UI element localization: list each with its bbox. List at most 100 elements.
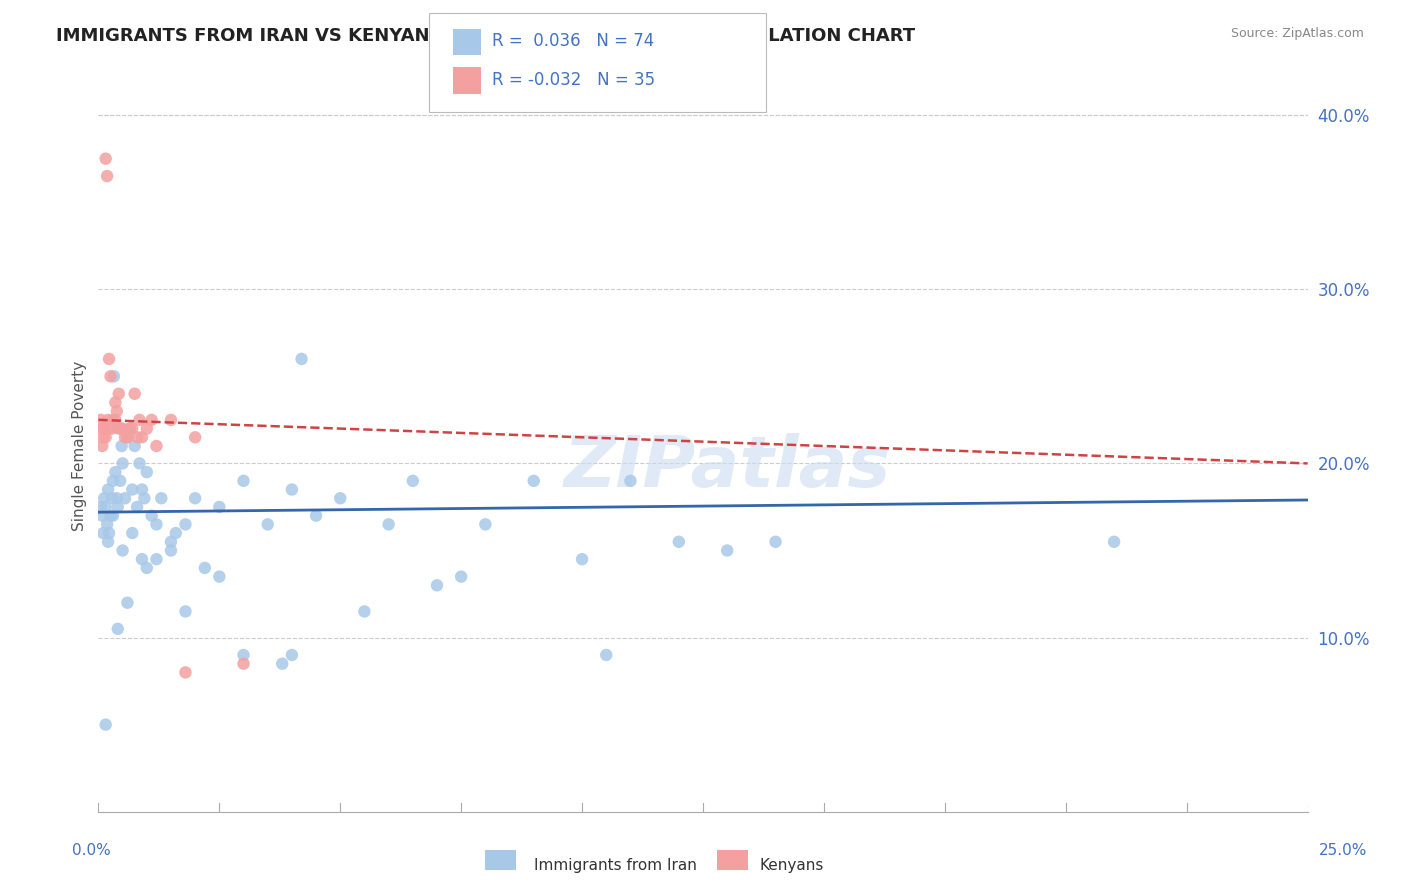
Point: [208, 569, 231, 583]
Point: [595, 648, 617, 662]
Point: [174, 665, 197, 680]
Point: [160, 543, 183, 558]
Text: IMMIGRANTS FROM IRAN VS KENYAN SINGLE FEMALE POVERTY CORRELATION CHART: IMMIGRANTS FROM IRAN VS KENYAN SINGLE FE…: [56, 27, 915, 45]
Point: [716, 543, 738, 558]
Point: [91, 526, 114, 541]
Point: [232, 657, 254, 671]
Point: [111, 457, 134, 471]
Point: [96, 517, 118, 532]
Point: [107, 386, 129, 401]
Text: 25.0%: 25.0%: [1319, 843, 1367, 858]
Point: [117, 596, 139, 610]
Point: [111, 543, 134, 558]
Point: [145, 439, 167, 453]
Point: [127, 430, 149, 444]
Point: [232, 474, 254, 488]
Point: [93, 491, 115, 506]
Point: [108, 474, 131, 488]
Point: [232, 648, 254, 662]
Point: [141, 413, 163, 427]
Point: [174, 517, 197, 532]
Point: [97, 413, 120, 427]
Point: [107, 421, 129, 435]
Point: [104, 395, 127, 409]
Point: [121, 526, 143, 541]
Point: [174, 604, 197, 618]
Point: [160, 534, 183, 549]
Point: [98, 526, 121, 541]
Point: [93, 421, 115, 435]
Point: [101, 474, 124, 488]
Point: [281, 648, 304, 662]
Point: [402, 474, 425, 488]
Point: [135, 421, 157, 435]
Point: [426, 578, 449, 592]
Point: [765, 534, 787, 549]
Point: [150, 491, 173, 506]
Point: [1102, 534, 1125, 549]
Point: [571, 552, 593, 566]
Point: [329, 491, 352, 506]
Point: [184, 430, 207, 444]
Point: [94, 500, 117, 514]
Point: [377, 517, 399, 532]
Point: [135, 561, 157, 575]
Point: [141, 508, 163, 523]
Point: [121, 483, 143, 497]
Point: [450, 569, 472, 583]
Point: [145, 517, 167, 532]
Point: [160, 413, 183, 427]
Point: [128, 457, 150, 471]
Point: [111, 439, 134, 453]
Point: [100, 369, 122, 384]
Point: [131, 483, 153, 497]
Point: [305, 508, 328, 523]
Point: [184, 491, 207, 506]
Text: ZIPatlas: ZIPatlas: [564, 434, 891, 502]
Point: [165, 526, 187, 541]
Point: [128, 413, 150, 427]
Point: [114, 491, 136, 506]
Point: [145, 552, 167, 566]
Point: [281, 483, 304, 497]
Point: [107, 500, 129, 514]
Text: 0.0%: 0.0%: [72, 843, 111, 858]
Point: [118, 421, 141, 435]
Point: [98, 421, 121, 435]
Point: [94, 152, 117, 166]
Point: [101, 491, 124, 506]
Text: Kenyans: Kenyans: [759, 858, 824, 872]
Point: [114, 430, 136, 444]
Point: [111, 421, 134, 435]
Point: [121, 421, 143, 435]
Point: [117, 430, 139, 444]
Point: [134, 491, 156, 506]
Point: [91, 421, 114, 435]
Point: [256, 517, 278, 532]
Point: [90, 413, 112, 427]
Text: Source: ZipAtlas.com: Source: ZipAtlas.com: [1230, 27, 1364, 40]
Point: [100, 508, 122, 523]
Point: [107, 622, 129, 636]
Point: [131, 552, 153, 566]
Point: [353, 604, 375, 618]
Point: [103, 369, 125, 384]
Point: [127, 500, 149, 514]
Point: [118, 421, 141, 435]
Point: [131, 430, 153, 444]
Point: [124, 439, 146, 453]
Point: [97, 534, 120, 549]
Point: [474, 517, 496, 532]
Point: [105, 491, 128, 506]
Point: [117, 430, 139, 444]
Point: [271, 657, 294, 671]
Point: [619, 474, 641, 488]
Point: [101, 421, 124, 435]
Point: [135, 465, 157, 479]
Point: [194, 561, 217, 575]
Point: [94, 717, 117, 731]
Point: [91, 439, 114, 453]
Point: [94, 430, 117, 444]
Point: [101, 413, 124, 427]
Point: [290, 351, 312, 366]
